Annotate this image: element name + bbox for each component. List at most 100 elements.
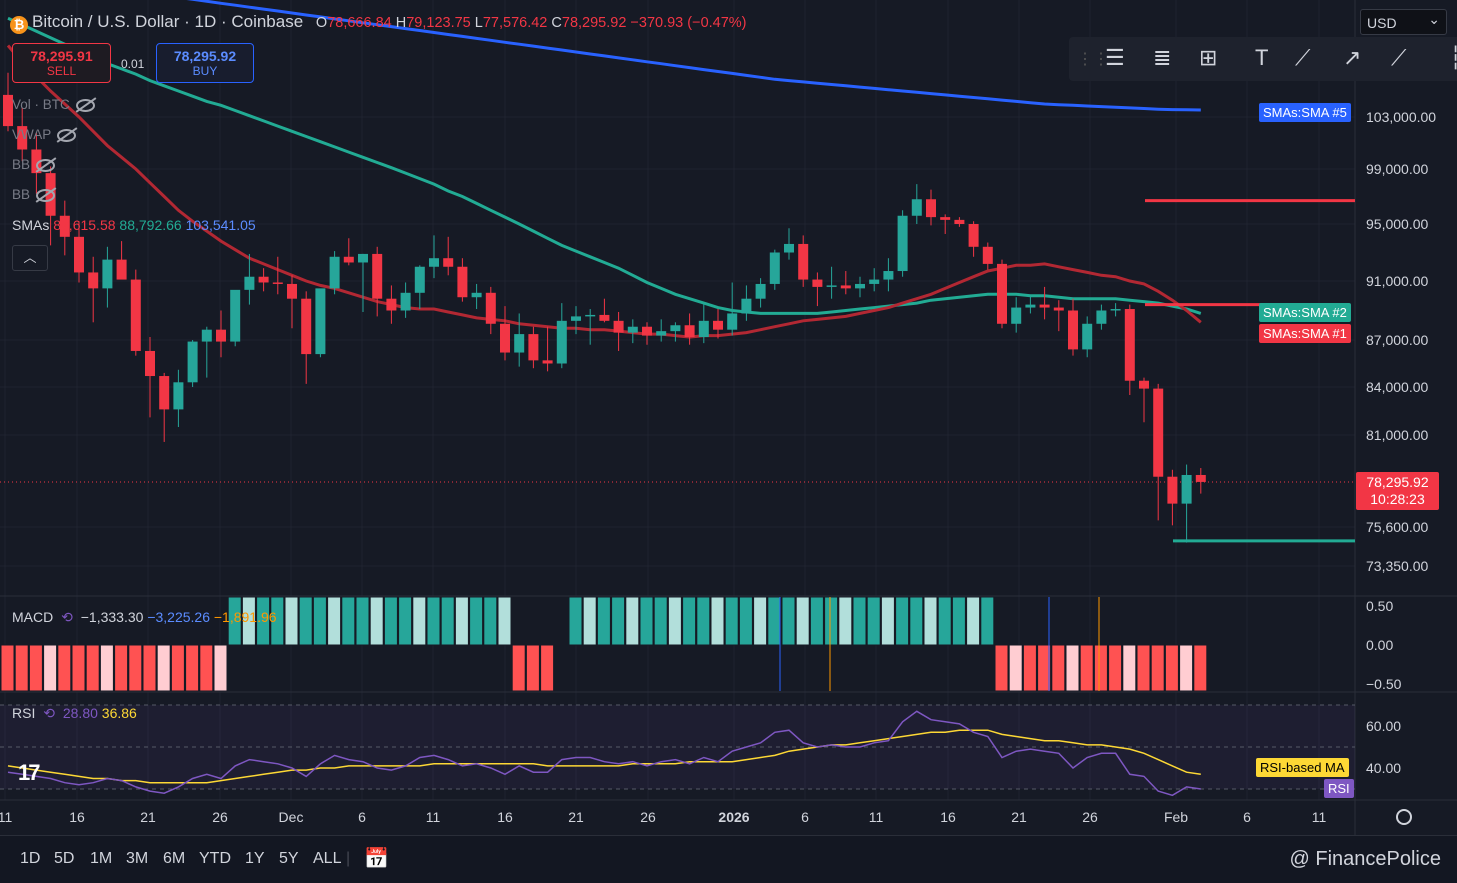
price-tick-label: 91,000.00 [1366, 273, 1428, 289]
time-tick-label: 6 [801, 809, 809, 825]
hidden-eye-icon[interactable] [57, 128, 77, 142]
buy-label: BUY [192, 64, 218, 78]
drag-handle-icon[interactable]: ⋮⋮ [1077, 51, 1109, 68]
currency-select[interactable]: USD [1360, 6, 1447, 35]
macd-histogram-bar [28, 644, 43, 692]
macd-histogram-bar [142, 644, 157, 692]
macd-histogram-bar [696, 596, 711, 646]
candle-body [329, 256, 340, 289]
template-lines-icon[interactable]: ≣ [1153, 45, 1172, 70]
crosshair-box-icon[interactable]: ⊞ [1199, 45, 1218, 70]
price-chart[interactable]: 103,000.00 99,000.00 95,000.00 91,000.00 87,… [0, 0, 1457, 835]
range-1y[interactable]: 1Y [245, 850, 265, 867]
macd-histogram-bar [809, 596, 824, 646]
collapse-legend-button[interactable]: ︿ [12, 245, 48, 271]
buy-button[interactable]: 78,295.92 BUY [156, 43, 254, 83]
candle-body [840, 285, 851, 289]
price-tick-label: 87,000.00 [1366, 332, 1428, 348]
hidden-eye-icon[interactable] [36, 158, 56, 172]
macd-histogram-bar [57, 644, 72, 692]
range-5y[interactable]: 5Y [279, 850, 299, 867]
rsi-tick-label: 60.00 [1366, 718, 1401, 734]
hidden-eye-icon[interactable] [75, 98, 95, 112]
range-ytd[interactable]: YTD [199, 850, 231, 867]
settings-lines-icon[interactable]: ☰ [1105, 45, 1125, 70]
macd-histogram-bar [298, 596, 313, 646]
sell-button[interactable]: 78,295.91 SELL [12, 43, 111, 83]
macd-histogram-bar [980, 596, 995, 646]
macd-legend[interactable]: MACD ⟲ −1,333.30 −3,225.26 −1,891.96 [12, 609, 277, 626]
sma1-tag: SMAs:SMA #1 [1259, 324, 1351, 343]
macd-histogram-bar [284, 596, 299, 646]
price-tick-label: 73,350.00 [1366, 558, 1428, 574]
candle-body [485, 292, 496, 324]
macd-histogram-bar [1079, 644, 1094, 692]
candle-body [997, 263, 1007, 324]
time-tick-label: 6 [358, 809, 366, 825]
last-price-tag: 78,295.92 10:28:23 [1356, 472, 1439, 510]
macd-histogram-bar [880, 596, 895, 646]
candle-body [1153, 388, 1164, 477]
candle-body [74, 236, 84, 273]
candle-body [88, 272, 99, 289]
macd-histogram-bar [1193, 644, 1208, 692]
macd-histogram-bar [270, 596, 285, 646]
spread-value: 0.01 [121, 57, 145, 71]
range-1d[interactable]: 1D [20, 850, 41, 867]
range-1m[interactable]: 1M [90, 850, 113, 867]
candle-body [145, 350, 155, 377]
rsi-ma-tag: RSI-based MA [1256, 758, 1349, 777]
macd-histogram-bar [454, 596, 469, 646]
text-icon[interactable]: T [1255, 45, 1269, 70]
settings-gear-icon[interactable] [1396, 809, 1412, 825]
bottom-toolbar: 1D 5D 1M 3M 6M YTD 1Y 5Y ALL | 📅 @ Finan… [0, 835, 1457, 883]
symbol-name[interactable]: Bitcoin / U.S. Dollar [32, 12, 180, 31]
range-all[interactable]: ALL [313, 850, 342, 867]
range-3m[interactable]: 3M [126, 850, 149, 867]
indicator-settings-icon[interactable]: ⟲ [61, 609, 73, 625]
arrow-icon[interactable]: ↗ [1343, 45, 1362, 70]
time-tick-label: 11 [0, 809, 12, 825]
macd-histogram-bar [866, 596, 881, 646]
candle-body [798, 243, 809, 280]
macd-histogram-bar [227, 596, 242, 646]
rsi-legend[interactable]: RSI ⟲ 28.80 36.86 [12, 705, 137, 722]
exchange: Coinbase [231, 12, 304, 31]
time-tick-label: 2026 [718, 809, 749, 825]
legend-volume[interactable]: Vol · BTC [12, 97, 95, 112]
candle-body [414, 266, 425, 293]
legend-bb2[interactable]: BB [12, 187, 56, 202]
candle-body [897, 215, 908, 272]
macd-histogram-bar [1065, 644, 1080, 692]
legend-smas[interactable]: SMAs 87,615.58 88,792.66 103,541.05 [12, 217, 256, 233]
indicator-settings-icon[interactable]: ⟲ [43, 705, 55, 721]
range-6m[interactable]: 6M [163, 850, 186, 867]
price-tick-label: 84,000.00 [1366, 379, 1428, 395]
legend-vwap[interactable]: VWAP [12, 127, 77, 142]
macd-value-1: −1,333.30 [80, 609, 144, 625]
brush-icon[interactable]: ⟋ [1295, 45, 1311, 70]
candle-body [500, 323, 510, 353]
macd-histogram-bar [128, 644, 143, 692]
trend-line-icon[interactable]: ⟋ [1391, 45, 1407, 70]
candle-body [59, 215, 70, 237]
time-tick-label: 21 [140, 809, 156, 825]
legend-bb1[interactable]: BB [12, 157, 56, 172]
macd-histogram-bar [824, 596, 839, 646]
macd-histogram-bar [795, 596, 810, 646]
price-tick-label: 81,000.00 [1366, 427, 1428, 443]
candle-body [514, 334, 525, 353]
macd-histogram-bar [369, 596, 384, 646]
calendar-icon[interactable]: 📅 [364, 848, 389, 870]
hidden-eye-icon[interactable] [36, 188, 56, 202]
candle-body [556, 320, 567, 364]
candle-body [386, 298, 397, 311]
range-5d[interactable]: 5D [54, 850, 75, 867]
tradingview-logo-icon[interactable]: 17 [18, 760, 41, 785]
sma3-value: 103,541.05 [185, 217, 256, 233]
more-icon[interactable]: ┆ [1449, 45, 1457, 70]
macd-tick-label: 0.50 [1366, 598, 1393, 614]
macd-histogram-bar [1051, 644, 1066, 692]
rsi-ma-value: 36.86 [101, 705, 137, 721]
candle-body [698, 320, 709, 338]
